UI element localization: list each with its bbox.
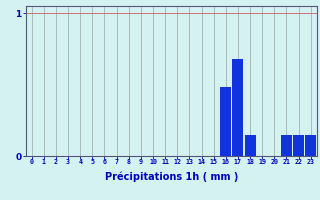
- Bar: [281, 135, 292, 156]
- Bar: [220, 87, 231, 156]
- Bar: [244, 135, 256, 156]
- X-axis label: Précipitations 1h ( mm ): Précipitations 1h ( mm ): [105, 171, 238, 182]
- Bar: [305, 135, 316, 156]
- Bar: [293, 135, 304, 156]
- Bar: [232, 59, 244, 156]
